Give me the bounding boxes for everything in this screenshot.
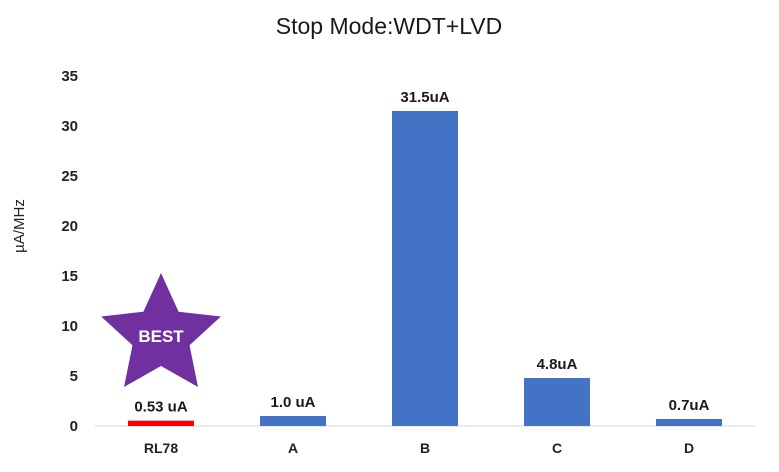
x-tick-label: RL78 xyxy=(144,440,178,456)
x-tick-label: A xyxy=(288,440,298,456)
data-label: 0.7uA xyxy=(669,397,710,414)
data-label: 4.8uA xyxy=(537,356,578,373)
best-badge: BEST xyxy=(101,273,221,387)
y-tick-label: 15 xyxy=(61,268,78,285)
data-label: 31.5uA xyxy=(400,89,449,106)
y-axis-label: µA/MHz xyxy=(11,199,28,253)
y-tick-label: 10 xyxy=(61,318,78,335)
data-label: 0.53 uA xyxy=(134,399,188,416)
x-tick-label: D xyxy=(684,440,694,456)
x-tick-label: C xyxy=(552,440,562,456)
y-tick-label: 0 xyxy=(70,418,78,435)
data-labels: 0.53 uA 1.0 uA 31.5uA 4.8uA 0.7uA xyxy=(134,89,709,416)
bar xyxy=(524,378,590,426)
x-axis-ticks: RL78 A B C D xyxy=(144,440,694,456)
bar xyxy=(128,420,194,426)
bar xyxy=(656,419,722,426)
badge-label: BEST xyxy=(138,327,184,346)
y-tick-label: 20 xyxy=(61,218,78,235)
y-tick-label: 30 xyxy=(61,118,78,135)
chart-title: Stop Mode:WDT+LVD xyxy=(276,13,502,39)
y-tick-label: 25 xyxy=(61,168,78,185)
bars xyxy=(128,111,722,426)
x-tick-label: B xyxy=(420,440,430,456)
bar xyxy=(392,111,458,426)
y-tick-label: 35 xyxy=(61,68,78,85)
y-tick-label: 5 xyxy=(70,368,78,385)
star-icon xyxy=(101,273,221,387)
bar xyxy=(260,416,326,426)
y-axis-ticks: 0 5 10 15 20 25 30 35 xyxy=(61,68,78,435)
data-label: 1.0 uA xyxy=(270,394,315,411)
